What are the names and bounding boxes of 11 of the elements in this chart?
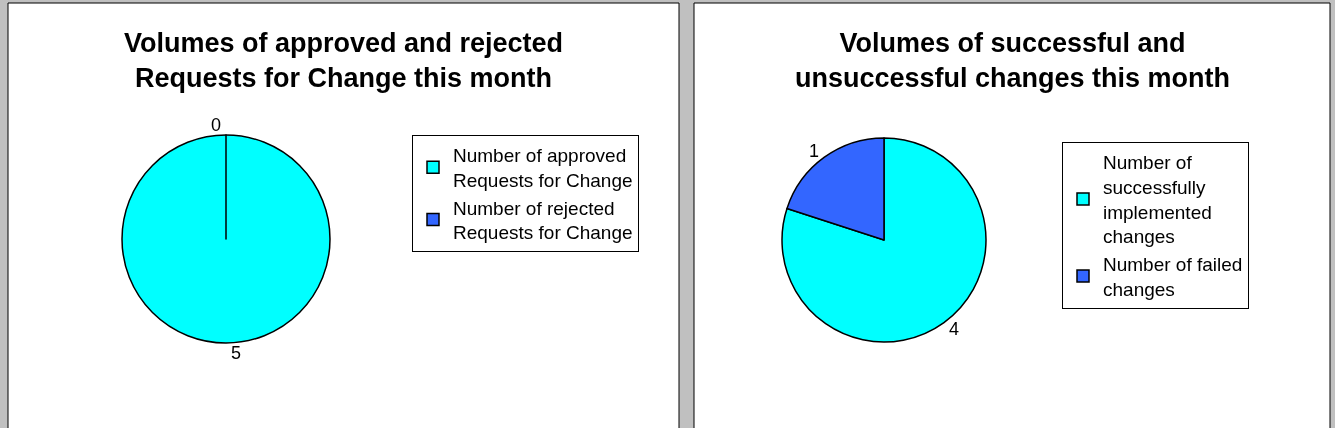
legend-label: Number of approved Requests for Change (453, 145, 633, 191)
data-label: 4 (948, 319, 959, 340)
text: 0 (210, 115, 221, 135)
legend-label: Number of successfully implemented changes (1103, 152, 1212, 248)
chart-title: Volumes of successful and unsuccessful changes this month (795, 28, 1231, 94)
legend-label: Number of failed changes (1103, 254, 1243, 300)
legend-label: Number of rejected Requests for Change (453, 197, 633, 244)
pie-slice (781, 137, 987, 343)
data-label: 1 (809, 140, 820, 161)
chart-title: Volumes of approved and rejected Requests for Change this month (124, 28, 564, 94)
data-label: 5 (231, 343, 242, 363)
